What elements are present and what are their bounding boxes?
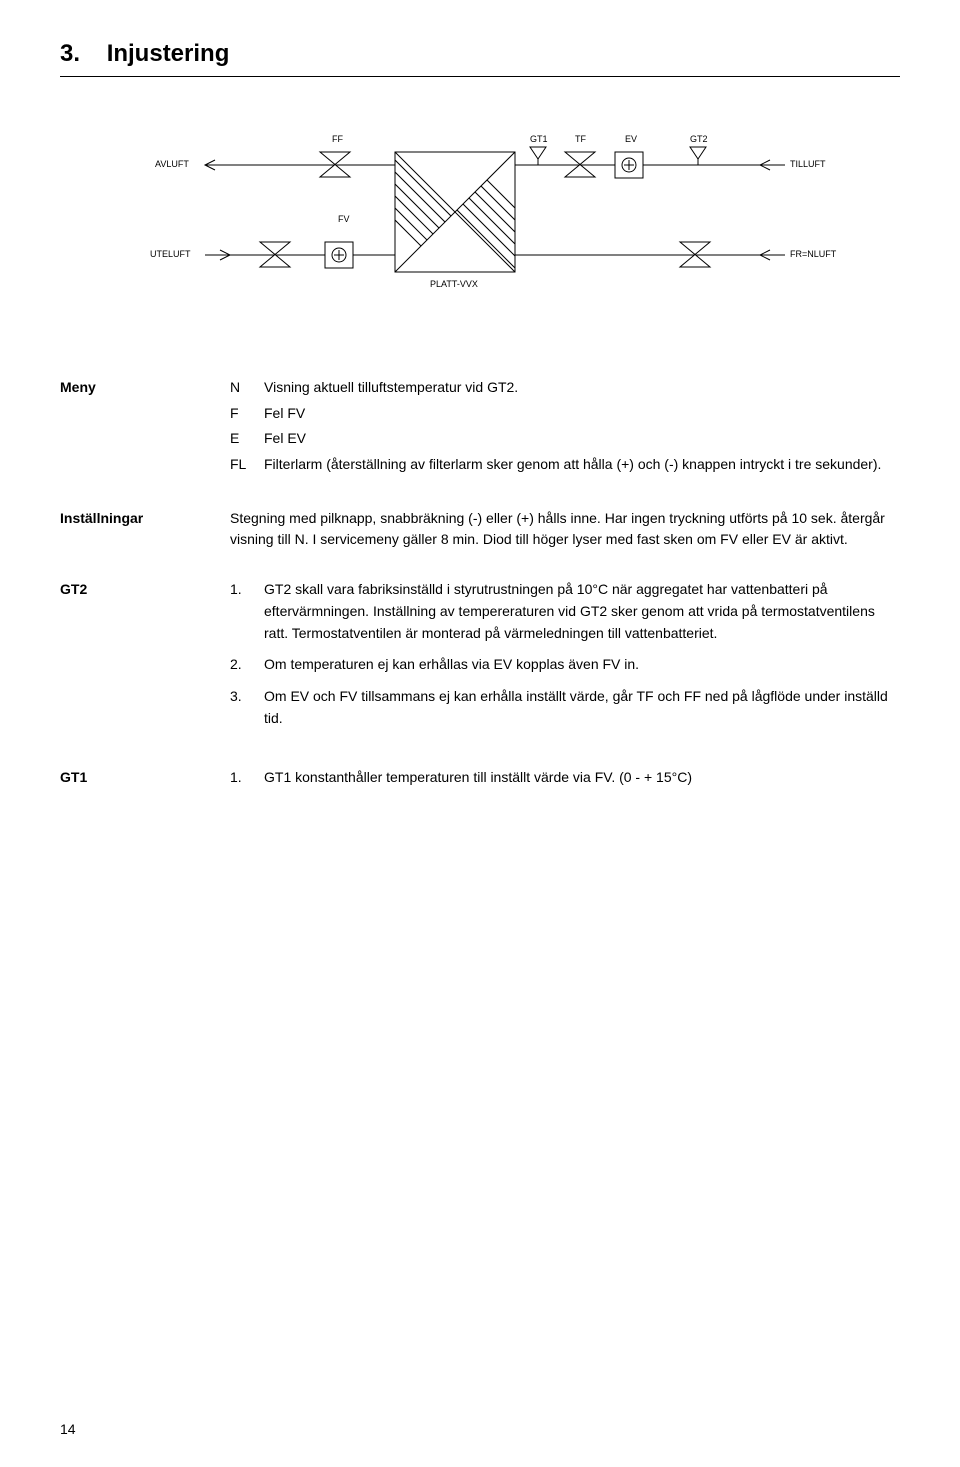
- label-avluft: AVLUFT: [155, 159, 189, 169]
- label-ev: EV: [625, 134, 637, 144]
- section-title-text: Injustering: [107, 40, 230, 67]
- installningar-text: Stegning med pilknapp, snabbräkning (-) …: [230, 508, 900, 551]
- gt2-text: Om EV och FV tillsammans ej kan erhålla …: [264, 686, 900, 729]
- meny-key: N: [230, 377, 264, 399]
- label-gt2: GT2: [690, 134, 708, 144]
- meny-item: F Fel FV: [230, 403, 900, 425]
- gt2-num: 3.: [230, 686, 264, 729]
- label-franluft: FR=NLUFT: [790, 249, 837, 259]
- section-title: 3. Injustering: [60, 40, 900, 68]
- label-ff: FF: [332, 134, 343, 144]
- gt1-entries: 1. GT1 konstanthåller temperaturen till …: [230, 767, 900, 799]
- gt2-text: Om temperaturen ej kan erhållas via EV k…: [264, 654, 900, 676]
- heat-exchanger-icon: [390, 143, 520, 285]
- title-underline: [60, 76, 900, 77]
- meny-text: Fel EV: [264, 428, 900, 450]
- gt2-item: 2. Om temperaturen ej kan erhållas via E…: [230, 654, 900, 676]
- label-tf: TF: [575, 134, 586, 144]
- label-gt1: GT1: [530, 134, 548, 144]
- installningar-block: Inställningar Stegning med pilknapp, sna…: [60, 508, 900, 551]
- meny-block: Meny N Visning aktuell tilluftstemperatu…: [60, 377, 900, 480]
- gt2-entries: 1. GT2 skall vara fabriksinställd i styr…: [230, 579, 900, 739]
- gt1-num: 1.: [230, 767, 264, 789]
- gt1-item: 1. GT1 konstanthåller temperaturen till …: [230, 767, 900, 789]
- gt2-block: GT2 1. GT2 skall vara fabriksinställd i …: [60, 579, 900, 739]
- gt1-block: GT1 1. GT1 konstanthåller temperaturen t…: [60, 767, 900, 799]
- gt2-text: GT2 skall vara fabriksinställd i styrutr…: [264, 579, 900, 644]
- gt2-label: GT2: [60, 579, 230, 739]
- meny-item: N Visning aktuell tilluftstemperatur vid…: [230, 377, 900, 399]
- meny-entries: N Visning aktuell tilluftstemperatur vid…: [230, 377, 900, 480]
- meny-text: Fel FV: [264, 403, 900, 425]
- hvac-diagram: AVLUFT TILLUFT UTELUFT FR=NLUFT FF: [120, 117, 840, 317]
- diagram-svg: AVLUFT TILLUFT UTELUFT FR=NLUFT FF: [120, 117, 840, 317]
- meny-item: FL Filterlarm (återställning av filterla…: [230, 454, 900, 476]
- meny-text: Filterlarm (återställning av filterlarm …: [264, 454, 900, 476]
- gt1-label: GT1: [60, 767, 230, 799]
- installningar-label: Inställningar: [60, 508, 230, 551]
- label-plattvvx: PLATT-VVX: [430, 279, 478, 289]
- meny-text: Visning aktuell tilluftstemperatur vid G…: [264, 377, 900, 399]
- label-tilluft: TILLUFT: [790, 159, 826, 169]
- page-number: 14: [60, 1421, 76, 1437]
- label-uteluft: UTELUFT: [150, 249, 191, 259]
- meny-key: E: [230, 428, 264, 450]
- meny-key: FL: [230, 454, 264, 476]
- label-fv: FV: [338, 214, 350, 224]
- meny-item: E Fel EV: [230, 428, 900, 450]
- gt2-item: 3. Om EV och FV tillsammans ej kan erhål…: [230, 686, 900, 729]
- meny-label: Meny: [60, 377, 230, 480]
- gt1-text: GT1 konstanthåller temperaturen till ins…: [264, 767, 900, 789]
- gt2-num: 2.: [230, 654, 264, 676]
- gt2-num: 1.: [230, 579, 264, 644]
- gt2-item: 1. GT2 skall vara fabriksinställd i styr…: [230, 579, 900, 644]
- section-number: 3.: [60, 40, 80, 67]
- meny-key: F: [230, 403, 264, 425]
